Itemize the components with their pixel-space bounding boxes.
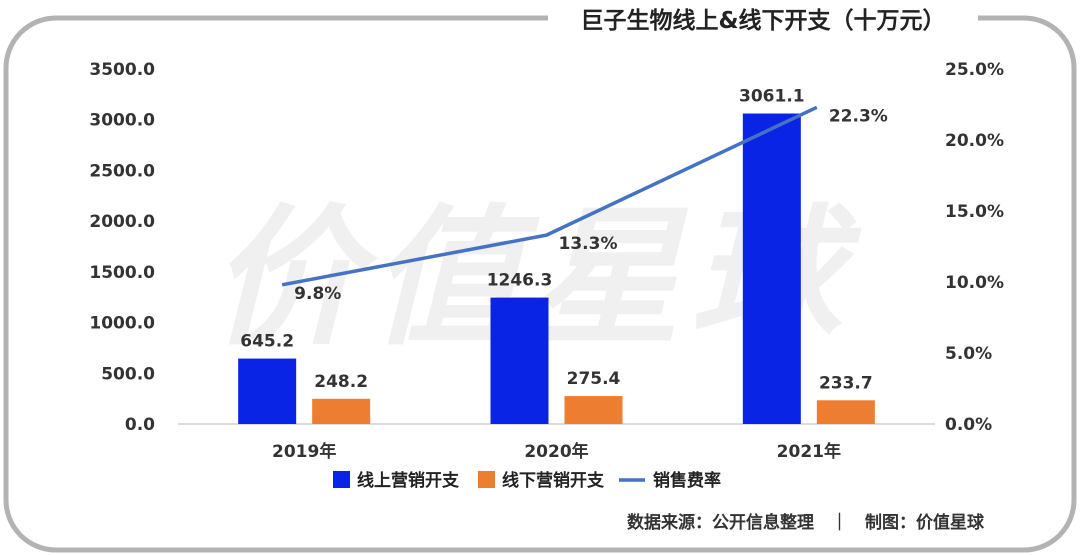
rate-value-label: 13.3%: [559, 234, 618, 254]
source-note: 数据来源：公开信息整理 ｜ 制图：价值星球: [627, 513, 984, 533]
data-labels: 645.2 1246.3 3061.1 248.2 275.4 233.7 9.8% 13.3…: [240, 87, 888, 394]
bar-value-label: 233.7: [819, 373, 873, 393]
bar: [238, 358, 297, 424]
y-right-tick-label: 10.0%: [945, 273, 1004, 293]
y-right-tick-label: 20.0%: [945, 131, 1004, 151]
bar-value-label: 645.2: [240, 332, 294, 352]
bar: [816, 400, 875, 424]
rate-line: [281, 105, 818, 287]
axes: 0.0 500.0 1000.0 1500.0 2000.0 2500.0 3000.0 35…: [89, 60, 1004, 462]
x-tick-label: 2019年: [272, 441, 336, 462]
legend-label: 销售费率: [653, 470, 721, 491]
chart-title: 巨子生物线上&线下开支（十万元）: [548, 3, 978, 39]
legend-label: 线上营销开支: [357, 470, 460, 491]
x-tick-label: 2020年: [524, 441, 588, 462]
bar: [564, 396, 623, 424]
bar-value-label: 3061.1: [739, 87, 805, 107]
y-left-tick-label: 2500.0: [89, 161, 155, 181]
legend-swatch: [333, 471, 350, 488]
rate-value-label: 22.3%: [829, 106, 888, 126]
y-left-tick-label: 3500.0: [89, 60, 155, 80]
y-right-tick-label: 15.0%: [945, 202, 1004, 222]
y-left-tick-label: 2000.0: [89, 212, 155, 232]
legend-label: 线下营销开支: [502, 470, 605, 491]
bar-value-label: 275.4: [567, 369, 621, 389]
y-right-tick-label: 5.0%: [945, 344, 992, 364]
y-left-tick-label: 0.0: [125, 415, 155, 435]
bar: [742, 113, 801, 424]
bars: [238, 113, 875, 424]
legend: 线上营销开支 线下营销开支 销售费率: [333, 470, 721, 491]
bar: [312, 398, 371, 424]
legend-swatch: [478, 471, 495, 488]
bar-value-label: 1246.3: [487, 271, 553, 291]
y-left-tick-label: 3000.0: [89, 111, 155, 131]
y-right-tick-label: 25.0%: [945, 60, 1004, 80]
y-right-tick-label: 0.0%: [945, 415, 992, 435]
rate-value-label: 9.8%: [294, 284, 341, 304]
y-left-tick-label: 500.0: [101, 364, 155, 384]
bar: [490, 297, 549, 424]
y-left-tick-label: 1000.0: [89, 314, 155, 334]
y-left-tick-label: 1500.0: [89, 263, 155, 283]
x-tick-label: 2021年: [777, 441, 841, 462]
bar-value-label: 248.2: [314, 372, 368, 392]
